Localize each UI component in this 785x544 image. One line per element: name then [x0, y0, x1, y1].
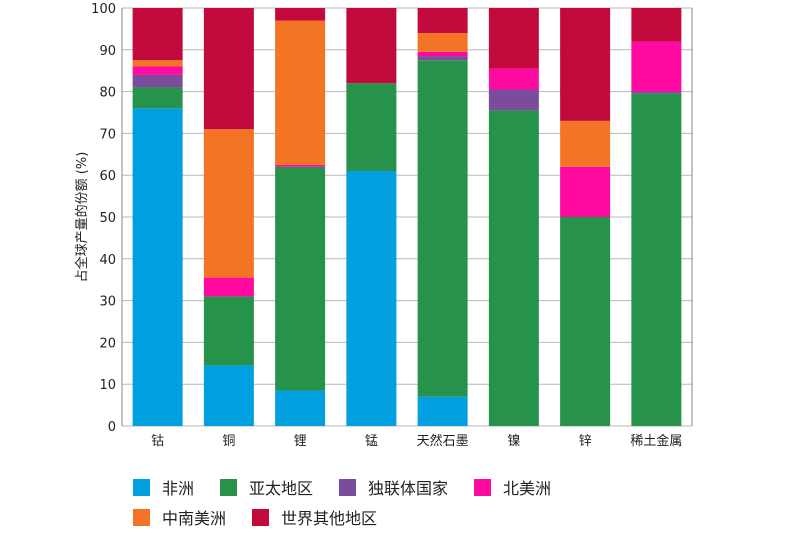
y-axis-ticks: 0 10 20 30 40 50 60 70 80 90 100 — [91, 2, 116, 435]
bar-segment — [417, 56, 468, 61]
bar-segment — [631, 93, 682, 426]
bar-segment — [417, 8, 468, 34]
y-tick-label: 50 — [99, 211, 116, 226]
y-tick-label: 40 — [99, 253, 116, 268]
bar-segment — [132, 60, 183, 67]
bar-segment — [631, 91, 682, 94]
y-tick-label: 70 — [99, 127, 116, 142]
legend: 非洲 亚太地区 独联体国家 北美洲 中南美洲 世界其他地区 — [133, 472, 733, 532]
legend-item-rest-of-world: 世界其他地区 — [252, 505, 377, 529]
bar-segment — [275, 390, 326, 426]
x-tick-label: 钴 — [151, 434, 164, 449]
bar-segment — [346, 83, 397, 172]
x-tick-label: 天然石墨 — [417, 433, 469, 449]
bar-segment — [275, 166, 326, 391]
bar-segment — [417, 396, 468, 426]
y-tick-label: 60 — [99, 169, 116, 184]
y-tick-label: 10 — [99, 378, 116, 393]
bar-segment — [417, 51, 468, 57]
x-tick-label: 锰 — [365, 434, 378, 449]
y-tick-label: 90 — [99, 44, 116, 59]
legend-swatch — [133, 508, 150, 526]
legend-label: 独联体国家 — [368, 479, 449, 498]
x-tick-label: 锌 — [579, 434, 592, 449]
bar-segment — [275, 8, 326, 21]
x-tick-label: 锂 — [294, 434, 307, 449]
legend-row: 中南美洲 世界其他地区 — [133, 502, 733, 532]
y-tick-label: 100 — [91, 2, 116, 17]
x-axis-ticks: 钴 铜 锂 锰 天然石墨 镍 锌 稀土金属 — [151, 433, 682, 449]
bar-segment — [631, 8, 682, 42]
x-tick-label: 镍 — [507, 434, 520, 449]
legend-row: 非洲 亚太地区 独联体国家 北美洲 — [133, 472, 733, 502]
legend-item-central-south-america: 中南美洲 — [133, 505, 226, 529]
bar-segment — [488, 110, 539, 426]
bar-segment — [560, 120, 611, 167]
bar-segment — [275, 164, 326, 167]
legend-label: 世界其他地区 — [281, 509, 378, 528]
legend-item-africa: 非洲 — [133, 475, 194, 499]
bars — [132, 8, 682, 426]
bar-segment — [417, 33, 468, 52]
bar-segment — [346, 171, 397, 426]
y-tick-label: 0 — [108, 420, 116, 435]
legend-item-north-america: 北美洲 — [474, 475, 551, 499]
bar-segment — [346, 8, 397, 84]
bar-segment — [132, 74, 183, 88]
stacked-bar-chart: 0 10 20 30 40 50 60 70 80 90 100 钴 铜 锂 锰 天然石墨 镍 锌 稀土金属 占全… — [74, 2, 693, 449]
legend-item-cis: 独联体国家 — [339, 475, 448, 499]
x-tick-label: 稀土金属 — [630, 433, 682, 449]
bar-segment — [488, 89, 539, 111]
bar-segment — [275, 20, 326, 165]
bar-segment — [560, 217, 611, 426]
bar-segment — [203, 296, 254, 366]
legend-swatch — [133, 478, 150, 496]
x-tick-label: 铜 — [222, 434, 235, 449]
legend-label: 中南美洲 — [162, 509, 227, 528]
legend-label: 亚太地区 — [249, 479, 314, 498]
bar-segment — [488, 68, 539, 90]
bar-segment — [132, 8, 183, 61]
bar-segment — [560, 8, 611, 121]
bar-segment — [132, 108, 183, 426]
legend-swatch — [252, 508, 270, 526]
legend-label: 非洲 — [162, 479, 195, 498]
bar-segment — [203, 129, 254, 278]
bar-segment — [203, 365, 254, 426]
legend-swatch — [220, 478, 238, 496]
y-tick-label: 20 — [99, 336, 116, 351]
bar-segment — [132, 87, 183, 109]
legend-label: 北美洲 — [503, 479, 552, 498]
bar-segment — [203, 8, 254, 130]
legend-swatch — [339, 478, 357, 496]
legend-swatch — [474, 478, 492, 496]
bar-segment — [560, 166, 611, 217]
bar-segment — [631, 41, 682, 92]
y-tick-label: 80 — [99, 86, 116, 101]
bar-segment — [417, 60, 468, 397]
y-axis-label: 占全球产量的份额 (%) — [74, 152, 90, 283]
legend-item-asia-pacific: 亚太地区 — [220, 475, 313, 499]
bar-segment — [488, 8, 539, 69]
bar-segment — [203, 277, 254, 297]
bar-segment — [132, 66, 183, 75]
y-tick-label: 30 — [99, 295, 116, 310]
